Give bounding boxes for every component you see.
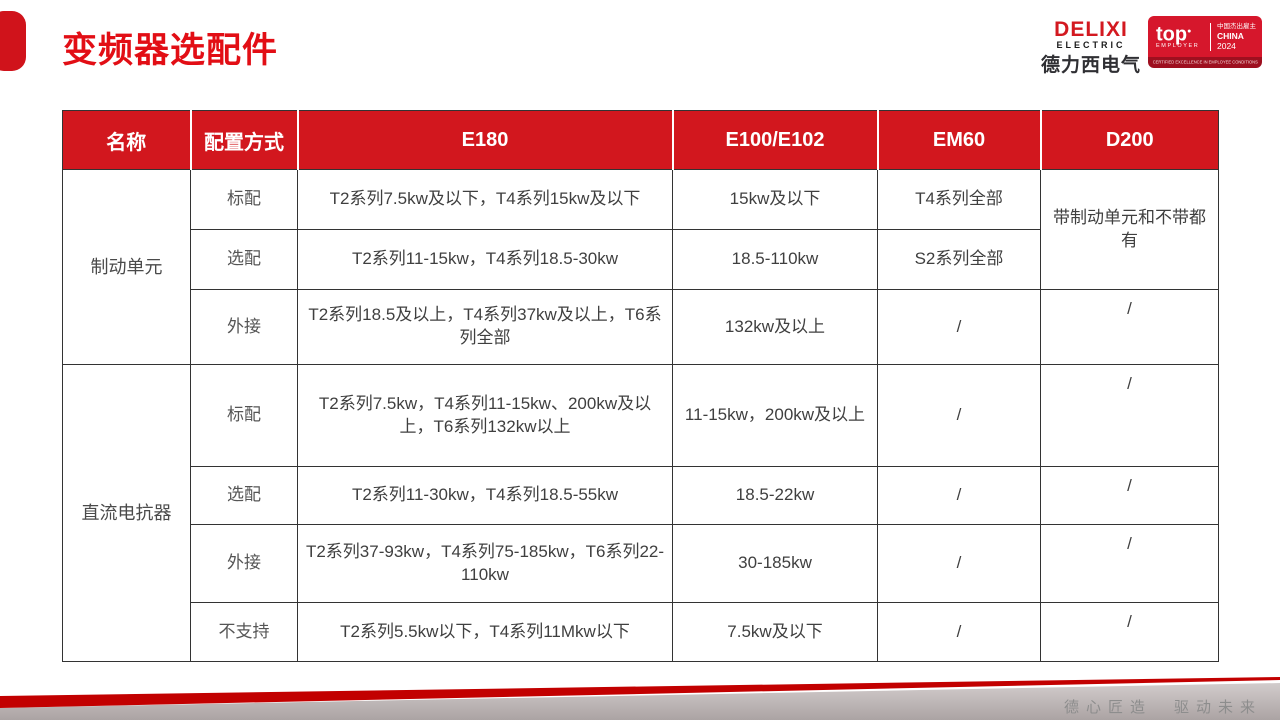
cell-r6-config: 外接: [190, 524, 298, 603]
registered-mark-icon: ●: [1187, 27, 1192, 35]
footer-red-stripe: [0, 677, 1280, 708]
cell-r3-d200: /: [1040, 289, 1219, 365]
top-employer-badge-main: top● EMPLOYER 中国杰出雇主 CHINA 2024: [1148, 16, 1262, 57]
cell-r7-e180: T2系列5.5kw以下，T4系列11Mkw以下: [297, 602, 673, 662]
table-row: 不支持 T2系列5.5kw以下，T4系列11Mkw以下 7.5kw及以下 / /: [63, 602, 1219, 662]
cell-r4-e100: 11-15kw，200kw及以上: [672, 364, 878, 467]
delixi-chinese-name: 德力西电气: [1040, 55, 1141, 76]
table-row: 选配 T2系列11-15kw，T4系列18.5-30kw 18.5-110kw …: [63, 229, 1219, 290]
top-employer-cn-label: 中国杰出雇主: [1217, 22, 1256, 30]
col-header-e100-e102: E100/E102: [671, 110, 879, 170]
cell-r5-e180: T2系列11-30kw，T4系列18.5-55kw: [297, 466, 673, 525]
cell-r1-e180: T2系列7.5kw及以下，T4系列15kw及以下: [297, 169, 673, 230]
col-header-config-mode: 配置方式: [189, 110, 299, 170]
cell-r7-e100: 7.5kw及以下: [672, 602, 878, 662]
cell-r3-em60: /: [877, 289, 1041, 365]
table-row: 直流电抗器 标配 T2系列7.5kw，T4系列11-15kw、200kw及以上，…: [62, 364, 1219, 662]
cell-r7-d200: /: [1040, 602, 1219, 662]
cell-r3-config: 外接: [190, 289, 298, 365]
cell-r2-e180: T2系列11-15kw，T4系列18.5-30kw: [297, 229, 673, 290]
top-employer-country: CHINA: [1217, 30, 1244, 41]
footer-ribbon: [0, 677, 1280, 720]
delixi-electric-label: ELECTRIC: [1056, 40, 1126, 50]
top-employer-wordmark: top● EMPLOYER: [1156, 23, 1204, 51]
cell-r1-d200-merged: 带制动单元和不带都有: [1040, 169, 1219, 290]
cell-r2-em60: S2系列全部: [877, 229, 1041, 290]
col-header-em60: EM60: [876, 110, 1042, 170]
cell-r3-e180: T2系列18.5及以上，T4系列37kw及以上，T6系列全部: [297, 289, 673, 365]
cell-r5-e100: 18.5-22kw: [672, 466, 878, 525]
cell-r5-config: 选配: [190, 466, 298, 525]
cell-r5-d200: /: [1040, 466, 1219, 525]
title-accent-tab: [0, 11, 26, 71]
cell-r4-config: 标配: [190, 364, 298, 467]
footer-slogan: 德心匠造 驱动未来: [1063, 699, 1262, 716]
table-row: 外接 T2系列18.5及以上，T4系列37kw及以上，T6系列全部 132kw及…: [63, 289, 1219, 365]
col-header-e180: E180: [296, 110, 674, 170]
group-brake-unit: 制动单元: [62, 169, 191, 365]
cell-r6-e180: T2系列37-93kw，T4系列75-185kw，T6系列22-110kw: [297, 524, 673, 603]
top-employer-label: EMPLOYER: [1156, 43, 1200, 50]
cell-r6-d200: /: [1040, 524, 1219, 603]
top-employer-tagline: CERTIFIED EXCELLENCE IN EMPLOYEE CONDITI…: [1152, 60, 1258, 65]
top-word: top: [1156, 23, 1188, 46]
top-employer-badge: top● EMPLOYER 中国杰出雇主 CHINA 2024 CERTIFIE…: [1148, 16, 1262, 68]
table-row: 选配 T2系列11-30kw，T4系列18.5-55kw 18.5-22kw /…: [63, 466, 1219, 525]
top-employer-region: 中国杰出雇主 CHINA 2024: [1217, 23, 1256, 51]
accessories-table-wrapper: 名称 配置方式 E180 E100/E102 EM60 D200 制动单元 标配…: [62, 110, 1219, 662]
header-row: 名称 配置方式 E180 E100/E102 EM60 D200: [62, 110, 1219, 170]
cell-r4-e180: T2系列7.5kw，T4系列11-15kw、200kw及以上，T6系列132kw…: [297, 364, 673, 467]
cell-r4-d200: /: [1040, 364, 1219, 467]
table-row: 制动单元 标配 T2系列7.5kw及以下，T4系列15kw及以下 15kw及以下…: [62, 169, 1219, 365]
table-row: 外接 T2系列37-93kw，T4系列75-185kw，T6系列22-110kw…: [63, 524, 1219, 603]
cell-r1-em60: T4系列全部: [877, 169, 1041, 230]
delixi-wordmark: DELIXI: [1054, 18, 1128, 41]
cell-r4-em60: /: [877, 364, 1041, 467]
cell-r6-em60: /: [877, 524, 1041, 603]
footer-gray-band: [0, 683, 1280, 720]
badge-divider: [1210, 22, 1211, 51]
cell-r7-config: 不支持: [190, 602, 298, 662]
cell-r6-e100: 30-185kw: [672, 524, 878, 603]
top-employer-year: 2024: [1217, 40, 1236, 51]
group-dc-reactor: 直流电抗器: [62, 364, 191, 662]
cell-r7-em60: /: [877, 602, 1041, 662]
cell-r2-config: 选配: [190, 229, 298, 290]
cell-r2-e100: 18.5-110kw: [672, 229, 878, 290]
cell-r3-e100: 132kw及以上: [672, 289, 878, 365]
delixi-logo: DELIXI ELECTRIC 德力西电气: [1040, 18, 1142, 78]
col-header-d200: D200: [1039, 110, 1219, 170]
cell-r1-e100: 15kw及以下: [672, 169, 878, 230]
top-employer-tagline-strip: CERTIFIED EXCELLENCE IN EMPLOYEE CONDITI…: [1148, 57, 1262, 68]
page-title: 变频器选配件: [62, 31, 279, 70]
accessories-table: 名称 配置方式 E180 E100/E102 EM60 D200 制动单元 标配…: [62, 110, 1219, 662]
cell-r5-em60: /: [877, 466, 1041, 525]
col-header-name: 名称: [62, 110, 192, 170]
cell-r1-config: 标配: [190, 169, 298, 230]
